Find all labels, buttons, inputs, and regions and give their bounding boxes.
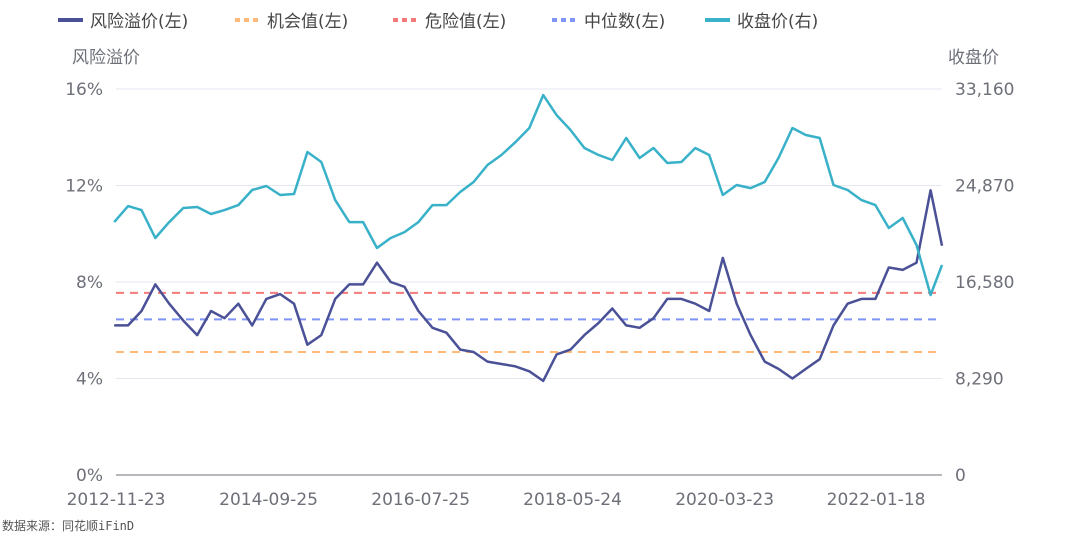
legend-item: 危险值(左) (393, 12, 506, 32)
left-tick-label: 0% (76, 466, 103, 486)
x-tick-label: 2018-05-24 (523, 490, 622, 510)
left-tick-label: 16% (65, 80, 103, 100)
right-tick-label: 8,290 (955, 370, 1004, 390)
legend-item: 机会值(左) (235, 12, 348, 32)
legend-item: 中位数(左) (552, 12, 665, 32)
legend-item: 收盘价(右) (705, 12, 818, 32)
x-tick-label: 2020-03-23 (675, 490, 774, 510)
right-axis-title: 收盘价 (948, 48, 999, 68)
legend-label: 收盘价(右) (737, 12, 818, 32)
left-tick-label: 8% (76, 273, 103, 293)
x-tick-label: 2022-01-18 (827, 490, 926, 510)
legend-item: 风险溢价(左) (58, 12, 188, 32)
right-tick-label: 0 (955, 466, 966, 486)
x-tick-label: 2012-11-23 (67, 490, 166, 510)
x-tick-label: 2016-07-25 (371, 490, 470, 510)
legend-label: 机会值(左) (267, 12, 348, 32)
risk-premium-line (114, 189, 944, 383)
right-tick-label: 24,870 (955, 177, 1014, 197)
left-tick-label: 4% (76, 370, 103, 390)
right-tick-label: 16,580 (955, 273, 1014, 293)
x-tick-label: 2014-09-25 (219, 490, 318, 510)
legend-label: 风险溢价(左) (90, 12, 188, 32)
right-tick-label: 33,160 (955, 80, 1014, 100)
series-lines (113, 93, 944, 383)
left-axis-title: 风险溢价 (72, 48, 140, 68)
gridlines (116, 88, 942, 476)
legend-label: 中位数(左) (584, 12, 665, 32)
axis-ticks: 0% 0 4% 8,290 8% 16,580 12% 24,870 16% 33,160 2012… (65, 80, 1014, 510)
data-source: 数据来源：同花顺iFinD (2, 518, 134, 533)
left-tick-label: 12% (65, 177, 103, 197)
legend: 风险溢价(左) 机会值(左) 危险值(左) 中位数(左) 收盘价(右) (58, 12, 818, 32)
legend-label: 危险值(左) (425, 12, 506, 32)
close-price-line (113, 93, 944, 297)
